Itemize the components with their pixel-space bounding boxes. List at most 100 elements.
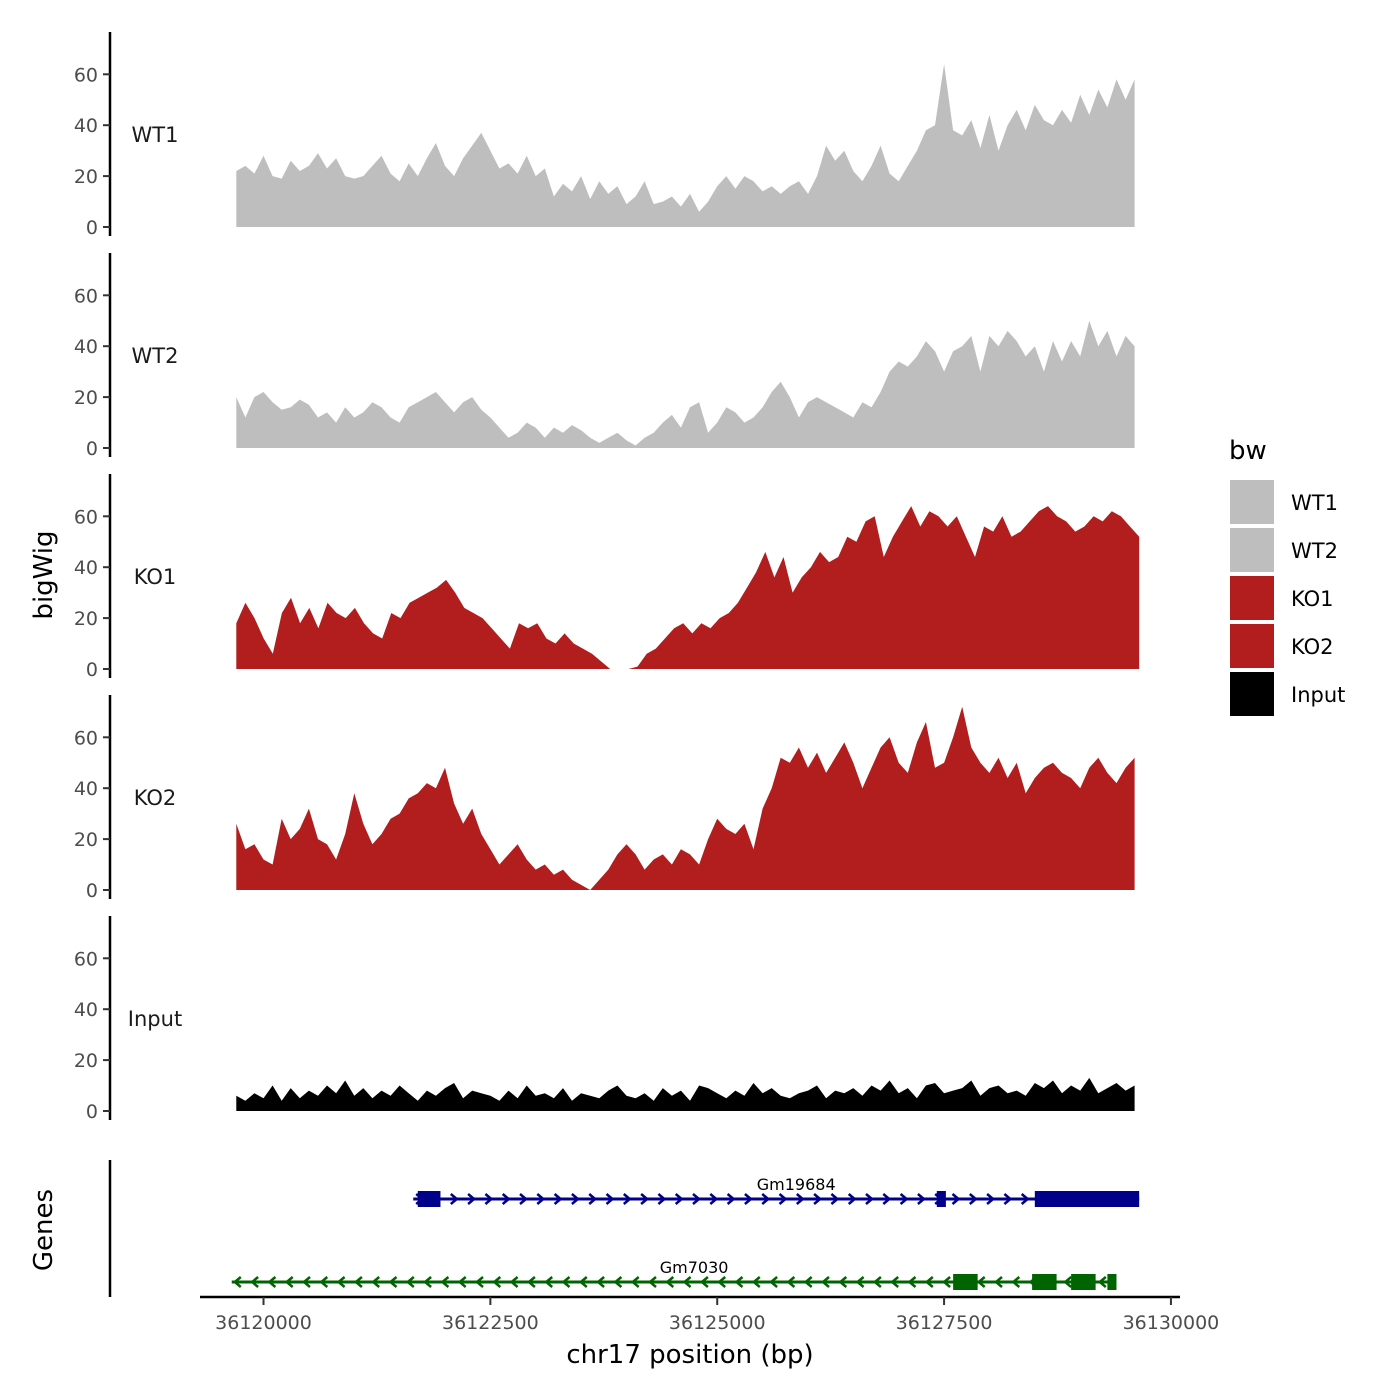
strand-arrow-icon: [571, 1193, 580, 1205]
strand-arrow-icon: [699, 1276, 709, 1288]
y-tick-label: 60: [74, 948, 98, 970]
legend-swatch-Input: [1230, 672, 1274, 716]
gene-label-Gm7030: Gm7030: [660, 1258, 729, 1277]
strand-arrow-icon: [830, 1193, 840, 1205]
strand-arrow-icon: [709, 1193, 719, 1205]
strand-arrow-icon: [509, 1276, 519, 1288]
area-series-WT1: [236, 64, 1135, 227]
strand-arrow-icon: [302, 1276, 311, 1288]
strand-arrow-icon: [986, 1193, 996, 1205]
strand-arrow-icon: [769, 1276, 778, 1288]
y-tick-label: 40: [74, 778, 98, 800]
strand-arrow-icon: [640, 1193, 650, 1205]
exon-Gm7030-2: [1071, 1274, 1096, 1290]
strand-arrow-icon: [751, 1276, 761, 1288]
legend-swatch-WT1: [1230, 480, 1274, 524]
strand-arrow-icon: [786, 1276, 796, 1288]
legend-label-KO2: KO2: [1291, 635, 1334, 659]
strand-arrow-icon: [457, 1276, 467, 1288]
area-series-KO2: [236, 706, 1135, 890]
strand-arrow-icon: [526, 1276, 536, 1288]
genes-axis-title: Genes: [29, 1189, 59, 1271]
y-tick-label: 20: [74, 166, 98, 188]
area-series-Input: [236, 1077, 1135, 1111]
strand-arrow-icon: [847, 1193, 857, 1205]
y-tick-label: 20: [74, 829, 98, 851]
strand-arrow-icon: [692, 1193, 701, 1205]
strand-arrow-icon: [778, 1193, 788, 1205]
y-tick-label: 20: [74, 387, 98, 409]
y-tick-label: 40: [74, 115, 98, 137]
strand-arrow-icon: [744, 1193, 753, 1205]
strand-arrow-icon: [405, 1276, 415, 1288]
strand-arrow-icon: [492, 1276, 502, 1288]
strand-arrow-icon: [994, 1276, 1003, 1288]
strand-arrow-icon: [1011, 1276, 1021, 1288]
strand-arrow-icon: [795, 1193, 805, 1205]
y-tick-label: 0: [86, 1101, 98, 1123]
strand-arrow-icon: [665, 1276, 675, 1288]
exon-Gm19684-1: [936, 1191, 946, 1207]
strand-arrow-icon: [821, 1276, 830, 1288]
x-tick-label: 36127500: [896, 1312, 993, 1334]
strand-arrow-icon: [968, 1193, 978, 1205]
strand-arrow-icon: [440, 1276, 450, 1288]
strand-arrow-icon: [890, 1276, 900, 1288]
x-tick-label: 36122500: [442, 1312, 539, 1334]
strand-arrow-icon: [761, 1193, 771, 1205]
strand-arrow-icon: [674, 1193, 684, 1205]
strand-arrow-icon: [605, 1193, 615, 1205]
y-tick-label: 0: [86, 659, 98, 681]
y-tick-label: 60: [74, 727, 98, 749]
strand-arrow-icon: [855, 1276, 865, 1288]
strand-arrow-icon: [682, 1276, 692, 1288]
legend-swatch-WT2: [1230, 528, 1274, 572]
strand-arrow-icon: [536, 1193, 546, 1205]
x-tick-label: 36125000: [669, 1312, 766, 1334]
strand-arrow-icon: [838, 1276, 848, 1288]
strand-arrow-icon: [553, 1193, 563, 1205]
y-tick-label: 20: [74, 1050, 98, 1072]
strand-arrow-icon: [371, 1276, 381, 1288]
exon-Gm7030-3: [1107, 1274, 1117, 1290]
strand-arrow-icon: [561, 1276, 571, 1288]
strand-arrow-icon: [1097, 1276, 1107, 1288]
strand-arrow-icon: [388, 1276, 398, 1288]
strand-arrow-icon: [484, 1193, 494, 1205]
strand-arrow-icon: [813, 1193, 823, 1205]
strand-arrow-icon: [613, 1276, 623, 1288]
strand-arrow-icon: [657, 1193, 667, 1205]
y-tick-label: 0: [86, 880, 98, 902]
strand-arrow-icon: [803, 1276, 813, 1288]
strand-arrow-icon: [519, 1193, 528, 1205]
legend-label-Input: Input: [1291, 683, 1345, 707]
strand-arrow-icon: [336, 1276, 346, 1288]
y-tick-label: 40: [74, 336, 98, 358]
panel-label-KO2: KO2: [134, 786, 177, 810]
strand-arrow-icon: [882, 1193, 892, 1205]
strand-arrow-icon: [1003, 1193, 1013, 1205]
y-tick-label: 20: [74, 608, 98, 630]
strand-arrow-icon: [353, 1276, 363, 1288]
strand-arrow-icon: [899, 1193, 909, 1205]
exon-Gm19684-0: [417, 1191, 441, 1207]
strand-arrow-icon: [942, 1276, 951, 1288]
legend-swatch-KO1: [1230, 576, 1274, 620]
strand-arrow-icon: [267, 1276, 277, 1288]
strand-arrow-icon: [588, 1193, 598, 1205]
strand-arrow-icon: [734, 1276, 744, 1288]
y-tick-label: 60: [74, 285, 98, 307]
panel-label-KO1: KO1: [134, 565, 177, 589]
strand-arrow-icon: [872, 1276, 882, 1288]
strand-arrow-icon: [630, 1276, 640, 1288]
legend-swatch-KO2: [1230, 624, 1274, 668]
strand-arrow-icon: [622, 1193, 632, 1205]
strand-arrow-icon: [578, 1276, 588, 1288]
exon-Gm7030-0: [953, 1274, 978, 1290]
strand-arrow-icon: [467, 1193, 477, 1205]
strand-arrow-icon: [449, 1193, 459, 1205]
gene-label-Gm19684: Gm19684: [757, 1175, 836, 1194]
strand-arrow-icon: [284, 1276, 294, 1288]
